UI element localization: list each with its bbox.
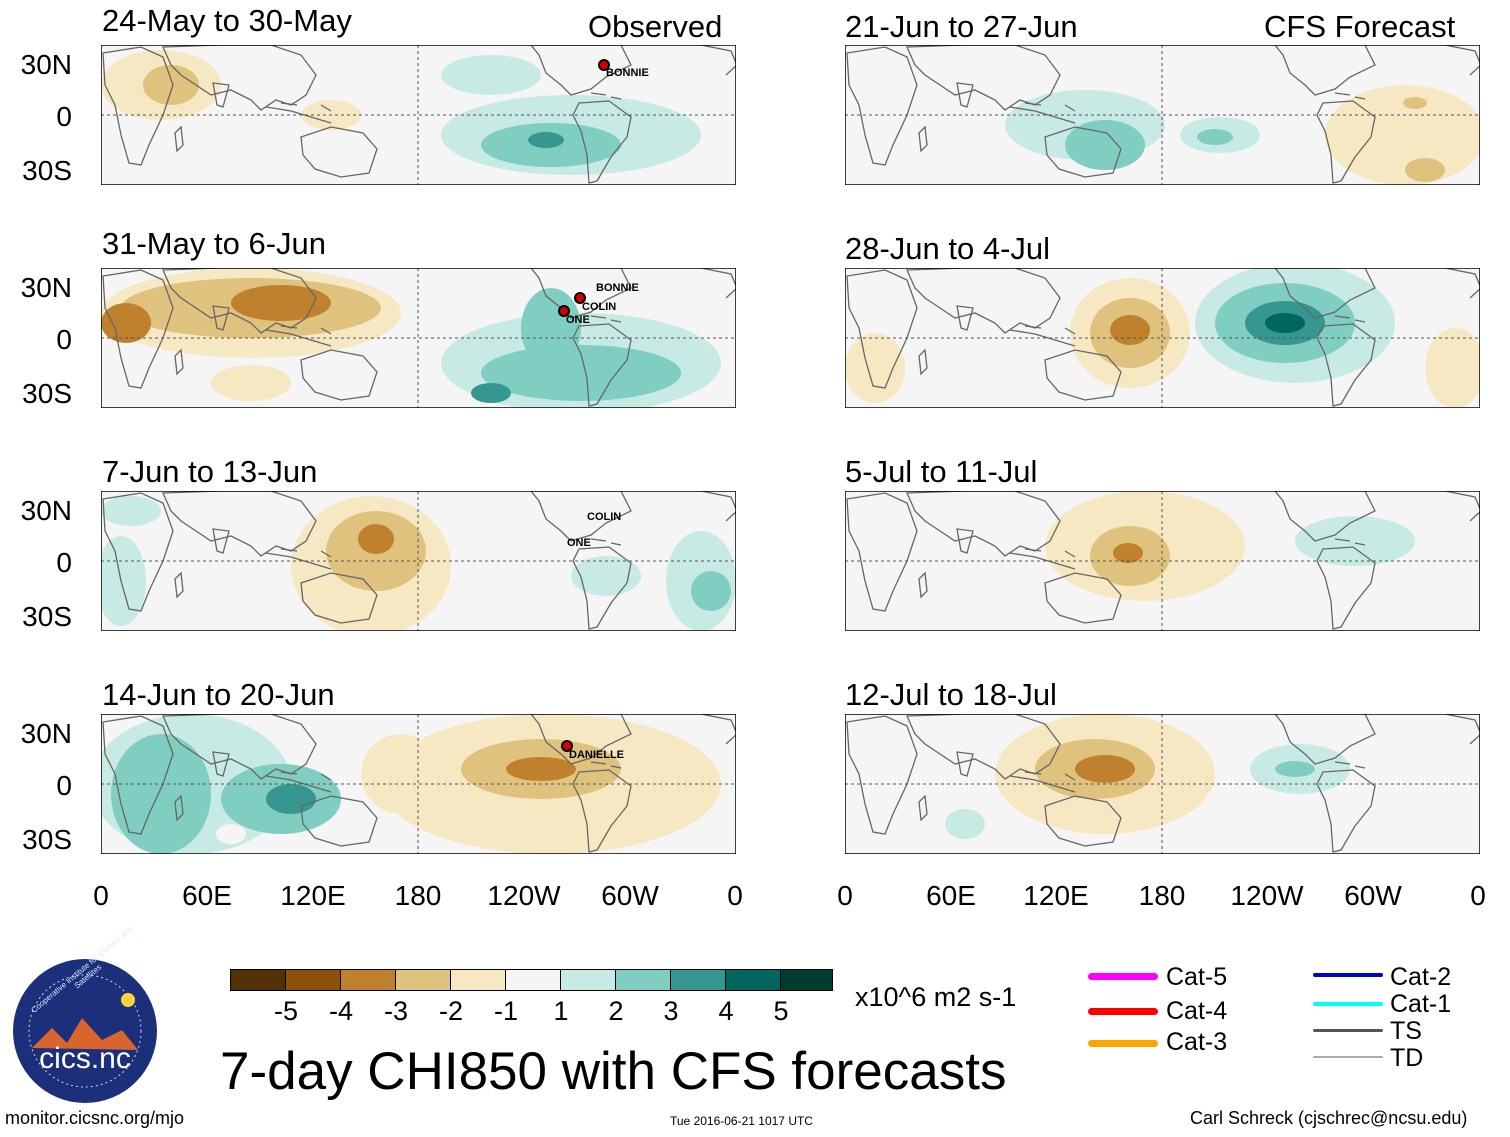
legend-swatch-cat3 xyxy=(1088,1040,1158,1047)
colorbar-cell xyxy=(560,969,616,991)
lon-label: 60W xyxy=(1344,880,1402,911)
footer-timestamp: Tue 2016-06-21 1017 UTC xyxy=(670,1114,813,1128)
lat-label-eq: 0 xyxy=(56,547,72,578)
lon-label: 60E xyxy=(926,880,976,911)
legend-label-ts: TS xyxy=(1390,1017,1422,1045)
lat-label-30n: 30N xyxy=(20,718,72,749)
map-panel-forecast-1 xyxy=(845,45,1480,185)
storm-label-danielle: DANIELLE xyxy=(569,749,624,761)
colorbar-tick: 5 xyxy=(773,996,789,1026)
legend-label-cat4: Cat-4 xyxy=(1166,997,1228,1025)
lon-label: 0 xyxy=(727,880,743,911)
colorbar-cell xyxy=(615,969,671,991)
lat-label-30s: 30S xyxy=(22,824,72,855)
storm-label-colin: COLIN xyxy=(587,511,622,523)
legend-swatch-cat5 xyxy=(1088,973,1158,980)
map-panel-observed-1 xyxy=(101,45,736,185)
legend-swatch-cat1 xyxy=(1313,1002,1383,1006)
lon-label: 120W xyxy=(487,880,561,911)
logo-text: cics.nc xyxy=(39,1042,131,1075)
colorbar-tick: -4 xyxy=(328,996,354,1026)
legend-swatch-td xyxy=(1313,1056,1383,1058)
colorbar-cell xyxy=(780,969,833,991)
footer-author: Carl Schreck (cjschrec@ncsu.edu) xyxy=(1190,1108,1468,1128)
map-panel-observed-4 xyxy=(101,714,736,854)
colorbar-cell xyxy=(505,969,561,991)
map-panel-observed-2 xyxy=(101,268,736,408)
legend-label-cat3: Cat-3 xyxy=(1166,1028,1228,1056)
storm-marker xyxy=(561,740,573,752)
lat-label-30n: 30N xyxy=(20,272,72,303)
colorbar-tick: 3 xyxy=(663,996,679,1026)
map-panel-forecast-2 xyxy=(845,268,1480,408)
panel-title-forecast-2: 28-Jun to 4-Jul xyxy=(845,231,1051,266)
colorbar-tick: 4 xyxy=(718,996,734,1026)
panel-title-forecast-1: 21-Jun to 27-Jun xyxy=(845,9,1078,44)
lon-label: 0 xyxy=(1470,880,1486,911)
lat-label-30s: 30S xyxy=(22,155,72,186)
lon-label: 0 xyxy=(837,880,853,911)
panel-title-forecast-3: 5-Jul to 11-Jul xyxy=(845,454,1038,489)
map-panel-observed-3 xyxy=(101,491,736,631)
storm-label-colin: COLIN xyxy=(582,301,617,313)
colorbar-units: x10^6 m2 s-1 xyxy=(855,982,1017,1012)
colorbar-tick: 2 xyxy=(608,996,624,1026)
lon-label: 120E xyxy=(280,880,346,911)
lat-label-30n: 30N xyxy=(20,49,72,80)
storm-marker xyxy=(598,59,610,71)
lat-label-eq: 0 xyxy=(56,770,72,801)
colorbar-tick: -3 xyxy=(383,996,409,1026)
colorbar-cell xyxy=(725,969,781,991)
legend-swatch-cat4 xyxy=(1088,1008,1158,1015)
lat-label-30n: 30N xyxy=(20,495,72,526)
storm-label-one: ONE xyxy=(566,314,590,326)
storm-marker xyxy=(558,305,570,317)
lon-label: 120W xyxy=(1230,880,1304,911)
colorbar-tick: 1 xyxy=(553,996,569,1026)
colorbar-tick: -2 xyxy=(438,996,464,1026)
lon-label: 60W xyxy=(601,880,659,911)
storm-label-bonnie: BONNIE xyxy=(596,282,639,294)
lon-label: 180 xyxy=(394,880,442,911)
lon-label: 180 xyxy=(1138,880,1186,911)
colorbar-cell xyxy=(230,969,286,991)
colorbar-tick: -1 xyxy=(493,996,519,1026)
legend-swatch-cat2 xyxy=(1313,973,1383,977)
panel-title-forecast-4: 12-Jul to 18-Jul xyxy=(845,677,1057,712)
colorbar-cell xyxy=(450,969,506,991)
forecast-column-title: CFS Forecast xyxy=(1264,9,1456,44)
main-title: 7-day CHI850 with CFS forecasts xyxy=(220,1042,1007,1101)
panel-title-observed-4: 14-Jun to 20-Jun xyxy=(102,677,335,712)
panel-title-observed-2: 31-May to 6-Jun xyxy=(102,226,326,261)
legend-label-cat5: Cat-5 xyxy=(1166,963,1228,991)
storm-label-one: ONE xyxy=(567,537,591,549)
storm-label-bonnie: BONNIE xyxy=(606,67,649,79)
lat-label-30s: 30S xyxy=(22,601,72,632)
panel-title-observed-3: 7-Jun to 13-Jun xyxy=(102,454,318,489)
colorbar-tick: -5 xyxy=(273,996,299,1026)
map-panel-forecast-3 xyxy=(845,491,1480,631)
map-panel-forecast-4 xyxy=(845,714,1480,854)
legend-label-cat1: Cat-1 xyxy=(1390,990,1452,1018)
lon-label: 0 xyxy=(93,880,109,911)
lon-label: 60E xyxy=(182,880,232,911)
lon-label: 120E xyxy=(1023,880,1089,911)
storm-marker xyxy=(574,292,586,304)
legend-swatch-ts xyxy=(1313,1029,1383,1032)
legend-label-cat2: Cat-2 xyxy=(1390,963,1452,991)
colorbar-cell xyxy=(395,969,451,991)
legend-label-td: TD xyxy=(1390,1044,1424,1072)
colorbar-cell xyxy=(285,969,341,991)
lat-label-eq: 0 xyxy=(56,101,72,132)
observed-column-title: Observed xyxy=(588,9,723,44)
lat-label-30s: 30S xyxy=(22,378,72,409)
colorbar-cell xyxy=(340,969,396,991)
panel-title-observed-1: 24-May to 30-May xyxy=(102,3,352,38)
colorbar-cell xyxy=(670,969,726,991)
cics-logo: cics.nc xyxy=(13,959,157,1103)
footer-url[interactable]: monitor.cicsnc.org/mjo xyxy=(5,1108,185,1128)
lat-label-eq: 0 xyxy=(56,324,72,355)
